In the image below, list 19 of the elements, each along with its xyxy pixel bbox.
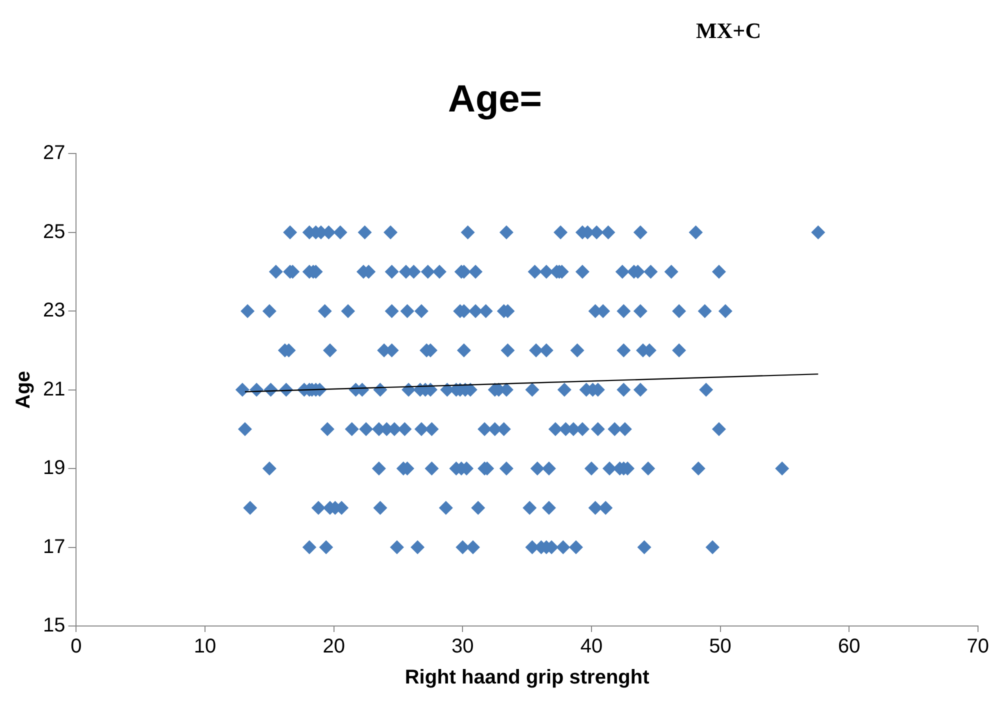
x-tick-label: 10 [194,636,216,658]
y-tick-label: 17 [42,536,66,558]
x-tick-label: 40 [580,636,603,658]
x-axis-title: Right haand grip strenght [404,666,650,689]
y-tick-label: 25 [42,220,66,243]
x-tick-label: 50 [709,636,732,658]
x-tick-label: 60 [838,636,860,658]
x-tick-label: 20 [322,636,345,658]
x-tick-label: 70 [966,636,989,658]
y-tick-label: 21 [42,378,66,400]
chart-title: Age= [448,78,542,120]
x-tick-label: 0 [70,636,82,658]
y-axis-title: Age [12,370,35,409]
y-tick-label: 19 [42,457,66,480]
x-tick-label: 30 [452,636,474,658]
y-tick-label: 15 [42,614,66,637]
text: MX+C [696,18,762,44]
y-tick-label: 27 [42,142,66,164]
y-tick-label: 23 [42,300,66,322]
